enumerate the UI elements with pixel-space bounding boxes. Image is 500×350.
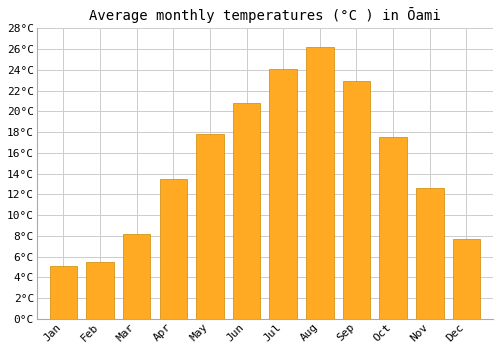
Bar (342, 81, 370, 319)
Bar (123, 234, 150, 319)
Bar (233, 103, 260, 319)
Bar (50, 266, 77, 319)
Title: Average monthly temperatures (°C ) in Ōami: Average monthly temperatures (°C ) in Ōa… (89, 7, 441, 23)
Bar (380, 137, 407, 319)
Bar (452, 239, 480, 319)
Bar (306, 47, 334, 319)
Bar (160, 179, 187, 319)
Bar (416, 188, 444, 319)
Bar (86, 262, 114, 319)
Bar (270, 69, 297, 319)
Bar (196, 134, 224, 319)
